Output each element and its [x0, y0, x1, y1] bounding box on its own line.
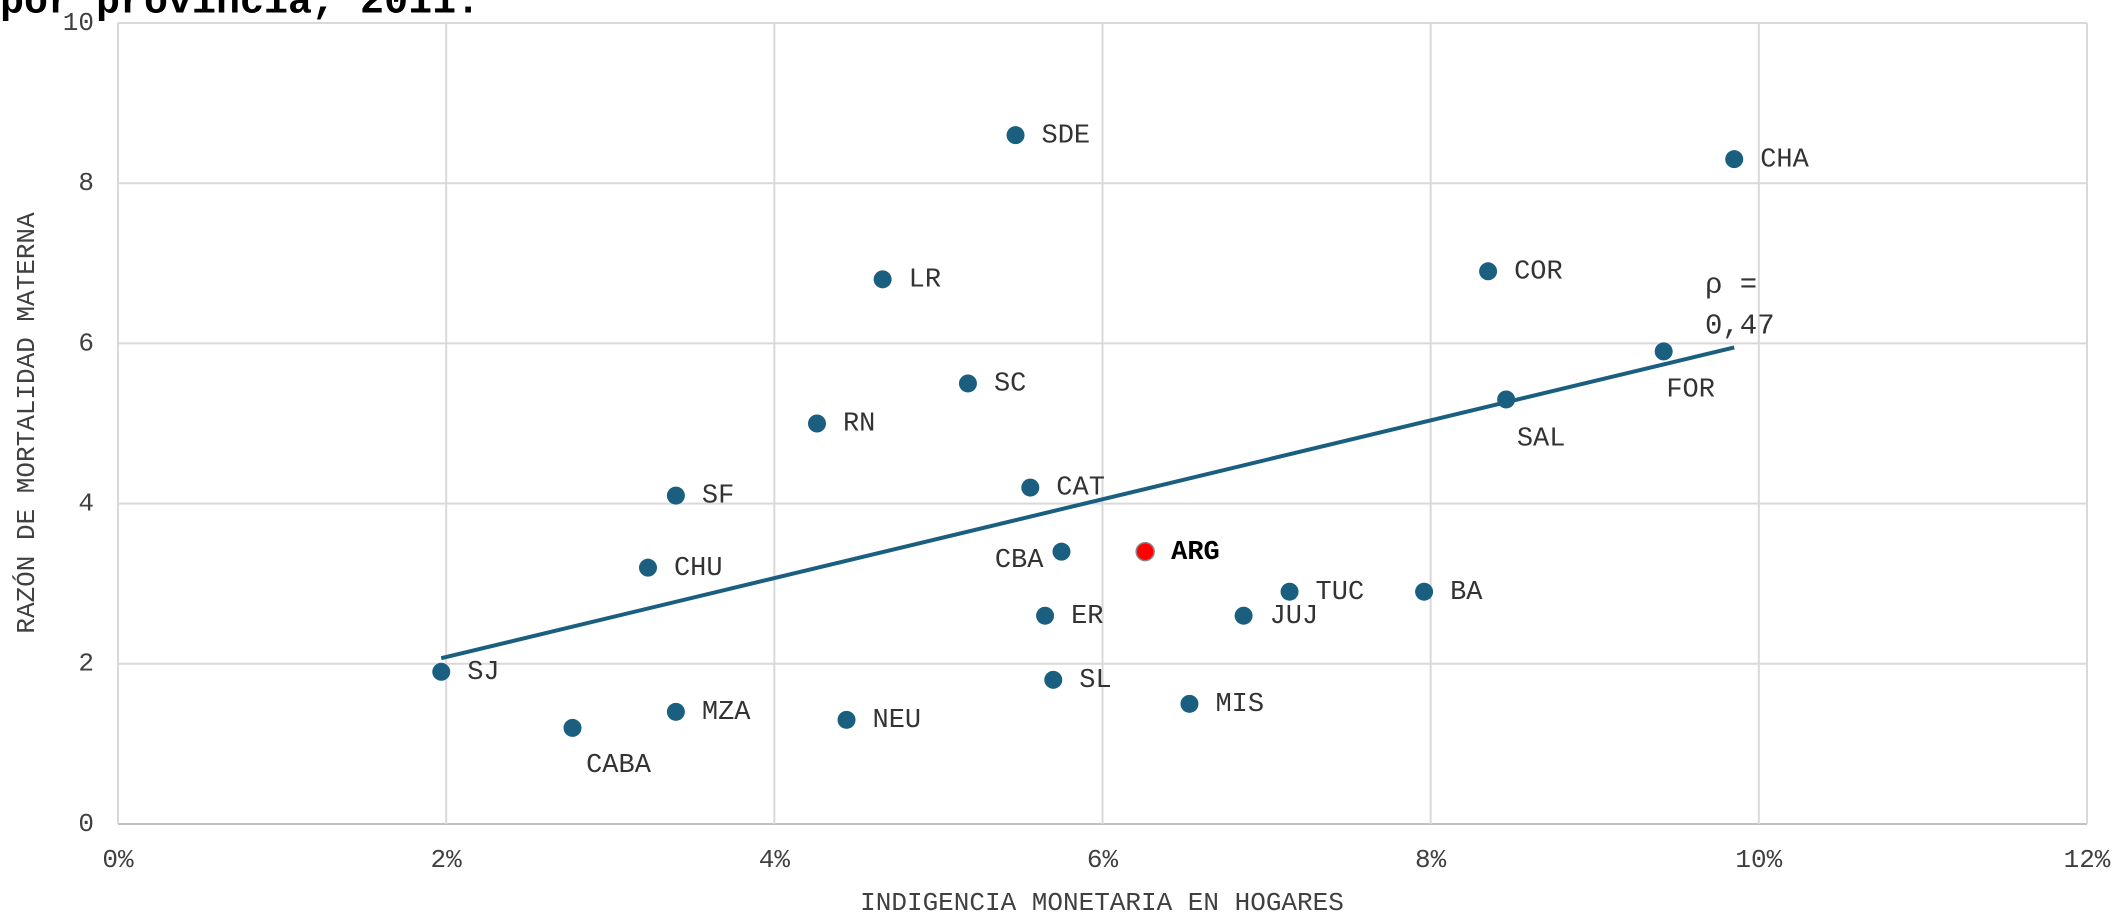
x-tick-label: 12%: [2064, 845, 2111, 875]
point: [1180, 694, 1199, 713]
point-label: SDE: [1042, 121, 1091, 151]
point-label: CHU: [674, 554, 723, 584]
trendline: [440, 345, 1735, 661]
point: [807, 414, 826, 433]
point-label: JUJ: [1270, 602, 1319, 632]
point: [1036, 606, 1055, 625]
x-tick-label: 10%: [1735, 845, 1782, 875]
y-tick-label: 6: [78, 328, 94, 358]
point: [1021, 478, 1040, 497]
point: [1135, 541, 1155, 562]
y-tick-label: 10: [63, 8, 94, 38]
x-tick-label: 2%: [431, 845, 463, 875]
point-label: RN: [843, 410, 875, 440]
point: [666, 486, 685, 505]
point-label: TUC: [1316, 578, 1365, 608]
point-label: SF: [702, 482, 734, 512]
point: [1234, 606, 1253, 625]
point: [958, 374, 977, 393]
annotation: 0,47: [1705, 310, 1775, 343]
point: [638, 558, 657, 577]
x-tick-label: 8%: [1415, 845, 1447, 875]
y-tick-label: 0: [78, 809, 94, 839]
y-axis-label: RAZÓN DE MORTALIDAD MATERNA: [12, 212, 42, 634]
x-tick-label: 6%: [1087, 845, 1119, 875]
point-label: LR: [909, 265, 941, 295]
point: [563, 718, 582, 737]
point-label: ER: [1071, 602, 1103, 632]
x-tick-label: 0%: [102, 845, 134, 875]
point-label: MIS: [1215, 690, 1264, 720]
point-label: NEU: [873, 706, 922, 736]
point: [1479, 262, 1498, 281]
y-tick-label: 2: [78, 649, 94, 679]
point-label: COR: [1514, 257, 1563, 287]
y-tick-label: 4: [78, 488, 94, 518]
point: [1044, 670, 1063, 689]
y-tick-label: 8: [78, 168, 94, 198]
point: [432, 662, 451, 681]
point: [837, 710, 856, 729]
point-label: MZA: [702, 698, 751, 728]
point: [1725, 150, 1744, 169]
point: [1497, 390, 1516, 409]
point: [1654, 342, 1673, 361]
point-label: SAL: [1517, 425, 1566, 455]
x-axis-label: INDIGENCIA MONETARIA EN HOGARES: [860, 888, 1344, 915]
point-label: BA: [1450, 578, 1483, 608]
point: [1280, 582, 1299, 601]
point-label: FOR: [1666, 376, 1715, 406]
point: [1415, 582, 1434, 601]
point-label: CHA: [1760, 145, 1809, 175]
point-label: CABA: [586, 751, 652, 781]
point: [1052, 542, 1071, 561]
point-label: ARG: [1171, 538, 1220, 568]
annotation: ρ =: [1705, 269, 1757, 302]
chart-title: por provincia, 2011.: [0, 0, 480, 26]
point-label: CAT: [1056, 474, 1105, 504]
point-label: SJ: [467, 658, 499, 688]
point: [1006, 126, 1025, 145]
point-label: SL: [1079, 666, 1111, 696]
point: [666, 702, 685, 721]
x-tick-label: 4%: [759, 845, 791, 875]
point-label: SC: [994, 370, 1026, 400]
point: [873, 270, 892, 289]
point-label: CBA: [995, 546, 1044, 576]
